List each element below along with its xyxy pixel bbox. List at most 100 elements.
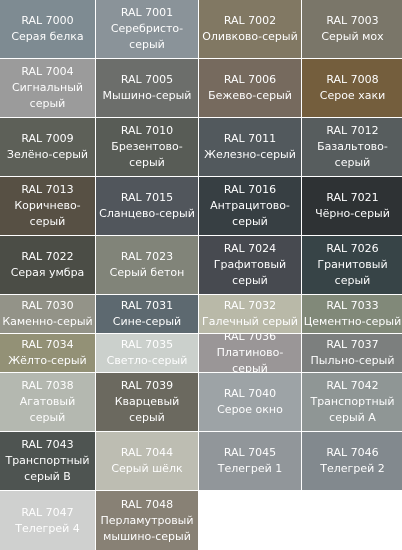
- swatch-name: Сланцево-серый: [99, 207, 195, 220]
- empty-cell: [302, 491, 402, 550]
- swatch-name: Серое окно: [217, 403, 283, 416]
- swatch-code: RAL 7016: [223, 183, 277, 196]
- swatch-code: RAL 7033: [326, 299, 379, 312]
- swatch-code: RAL 7021: [326, 191, 379, 204]
- swatch-name: Чёрно-серый: [315, 207, 390, 220]
- swatch-code: RAL 7030: [21, 299, 74, 312]
- color-swatch: RAL 7016 Антрацитово- серый: [199, 177, 301, 235]
- swatch-code: RAL 7039: [120, 379, 174, 392]
- swatch-name: Брезентово- серый: [111, 140, 183, 169]
- swatch-code: RAL 7026: [326, 242, 379, 255]
- color-swatch: RAL 7038 Агатовый серый: [0, 373, 95, 431]
- color-swatch: RAL 7026 Гранитовый серый: [302, 236, 402, 294]
- swatch-name: Оливково-серый: [202, 30, 298, 43]
- swatch-code: RAL 7012: [326, 124, 379, 137]
- swatch-code: RAL 7015: [120, 191, 174, 204]
- color-swatch: RAL 7012 Базальтово- серый: [302, 118, 402, 176]
- swatch-name: Бежево-серый: [208, 89, 292, 102]
- swatch-name: Транспортный серый А: [310, 395, 395, 424]
- color-swatch: RAL 7033 Цементно-серый: [302, 295, 402, 333]
- color-swatch: RAL 7046 Телегрей 2: [302, 432, 402, 490]
- swatch-code: RAL 7002: [223, 14, 277, 27]
- swatch-name: Антрацитово- серый: [210, 199, 290, 228]
- swatch-code: RAL 7024: [223, 242, 277, 255]
- swatch-code: RAL 7032: [223, 299, 277, 312]
- swatch-code: RAL 7008: [326, 73, 379, 86]
- color-swatch: RAL 7040 Серое окно: [199, 373, 301, 431]
- swatch-name: Мышино-серый: [102, 89, 192, 102]
- color-swatch: RAL 7037 Пыльно-серый: [302, 334, 402, 372]
- color-swatch: RAL 7031 Сине-серый: [96, 295, 198, 333]
- swatch-name: Перламутровый мышино-серый: [100, 513, 194, 543]
- swatch-name: Светло-серый: [106, 354, 188, 367]
- swatch-code: RAL 7011: [223, 132, 277, 145]
- swatch-name: Телегрей 4: [15, 521, 80, 535]
- swatch-name: Зелёно-серый: [6, 148, 89, 161]
- swatch-name: Телегрей 2: [320, 462, 385, 475]
- color-swatch: RAL 7036 Платиново-серый: [199, 334, 301, 372]
- swatch-name: Серый шёлк: [111, 462, 183, 475]
- swatch-code: RAL 7010: [120, 124, 174, 137]
- swatch-name: Серое хаки: [319, 89, 386, 102]
- swatch-name: Агатовый серый: [19, 395, 76, 424]
- swatch-name: Пыльно-серый: [310, 354, 395, 367]
- swatch-code: RAL 7046: [326, 446, 379, 459]
- color-swatch: RAL 7000 Серая белка: [0, 0, 95, 58]
- color-swatch: RAL 7009 Зелёно-серый: [0, 118, 95, 176]
- swatch-name: Сине-серый: [112, 315, 182, 328]
- swatch-name: Серый мох: [321, 30, 384, 43]
- swatch-code: RAL 7048: [120, 497, 174, 511]
- swatch-code: RAL 7005: [120, 73, 174, 86]
- color-swatch: RAL 7048 Перламутровый мышино-серый: [96, 491, 198, 550]
- swatch-name: Серая умбра: [10, 266, 85, 279]
- swatch-name: Цементно-серый: [303, 315, 402, 328]
- swatch-name: Графитовый серый: [213, 258, 287, 287]
- swatch-code: RAL 7000: [21, 14, 74, 27]
- color-swatch: RAL 7044 Серый шёлк: [96, 432, 198, 490]
- swatch-code: RAL 7023: [120, 250, 174, 263]
- swatch-code: RAL 7047: [21, 505, 74, 519]
- color-swatch: RAL 7005 Мышино-серый: [96, 59, 198, 117]
- color-swatch: RAL 7042 Транспортный серый А: [302, 373, 402, 431]
- color-swatch: RAL 7045 Телегрей 1: [199, 432, 301, 490]
- swatch-code: RAL 7043: [21, 438, 74, 451]
- color-swatch: RAL 7011 Железно-серый: [199, 118, 301, 176]
- swatch-name: Галечный серый: [202, 315, 298, 328]
- color-swatch: RAL 7022 Серая умбра: [0, 236, 95, 294]
- swatch-name: Платиново-серый: [216, 346, 284, 372]
- swatch-code: RAL 7031: [120, 299, 174, 312]
- swatch-code: RAL 7036: [223, 334, 277, 343]
- color-swatch: RAL 7034 Жёлто-серый: [0, 334, 95, 372]
- swatch-code: RAL 7035: [120, 338, 174, 351]
- swatch-code: RAL 7013: [21, 183, 74, 196]
- color-swatch: RAL 7010 Брезентово- серый: [96, 118, 198, 176]
- swatch-code: RAL 7022: [21, 250, 74, 263]
- color-swatch: RAL 7013 Коричнево- серый: [0, 177, 95, 235]
- swatch-name: Коричнево- серый: [14, 199, 81, 228]
- color-swatch: RAL 7008 Серое хаки: [302, 59, 402, 117]
- swatch-code: RAL 7038: [21, 379, 74, 392]
- swatch-code: RAL 7003: [326, 14, 379, 27]
- swatch-code: RAL 7040: [223, 387, 277, 400]
- swatch-code: RAL 7034: [21, 338, 74, 351]
- swatch-code: RAL 7037: [326, 338, 379, 351]
- swatch-name: Сигнальный серый: [11, 81, 84, 110]
- color-swatch: RAL 7023 Серый бетон: [96, 236, 198, 294]
- swatch-name: Жёлто-серый: [8, 354, 87, 367]
- color-swatch: RAL 7030 Каменно-серый: [0, 295, 95, 333]
- swatch-name: Серый бетон: [109, 266, 185, 279]
- swatch-name: Базальтово- серый: [317, 140, 388, 169]
- color-swatch: RAL 7024 Графитовый серый: [199, 236, 301, 294]
- swatch-name: Серебристо- серый: [110, 22, 184, 51]
- swatch-code: RAL 7045: [223, 446, 277, 459]
- swatch-name: Серая белка: [11, 30, 84, 43]
- empty-cell: [199, 491, 301, 550]
- color-swatch: RAL 7002 Оливково-серый: [199, 0, 301, 58]
- swatch-name: Железно-серый: [204, 148, 296, 161]
- color-swatch: RAL 7039 Кварцевый серый: [96, 373, 198, 431]
- color-swatch: RAL 7003 Серый мох: [302, 0, 402, 58]
- swatch-name: Транспортный серый В: [5, 454, 90, 483]
- color-swatch: RAL 7021 Чёрно-серый: [302, 177, 402, 235]
- swatch-name: Кварцевый серый: [114, 395, 180, 424]
- color-swatch: RAL 7001 Серебристо- серый: [96, 0, 198, 58]
